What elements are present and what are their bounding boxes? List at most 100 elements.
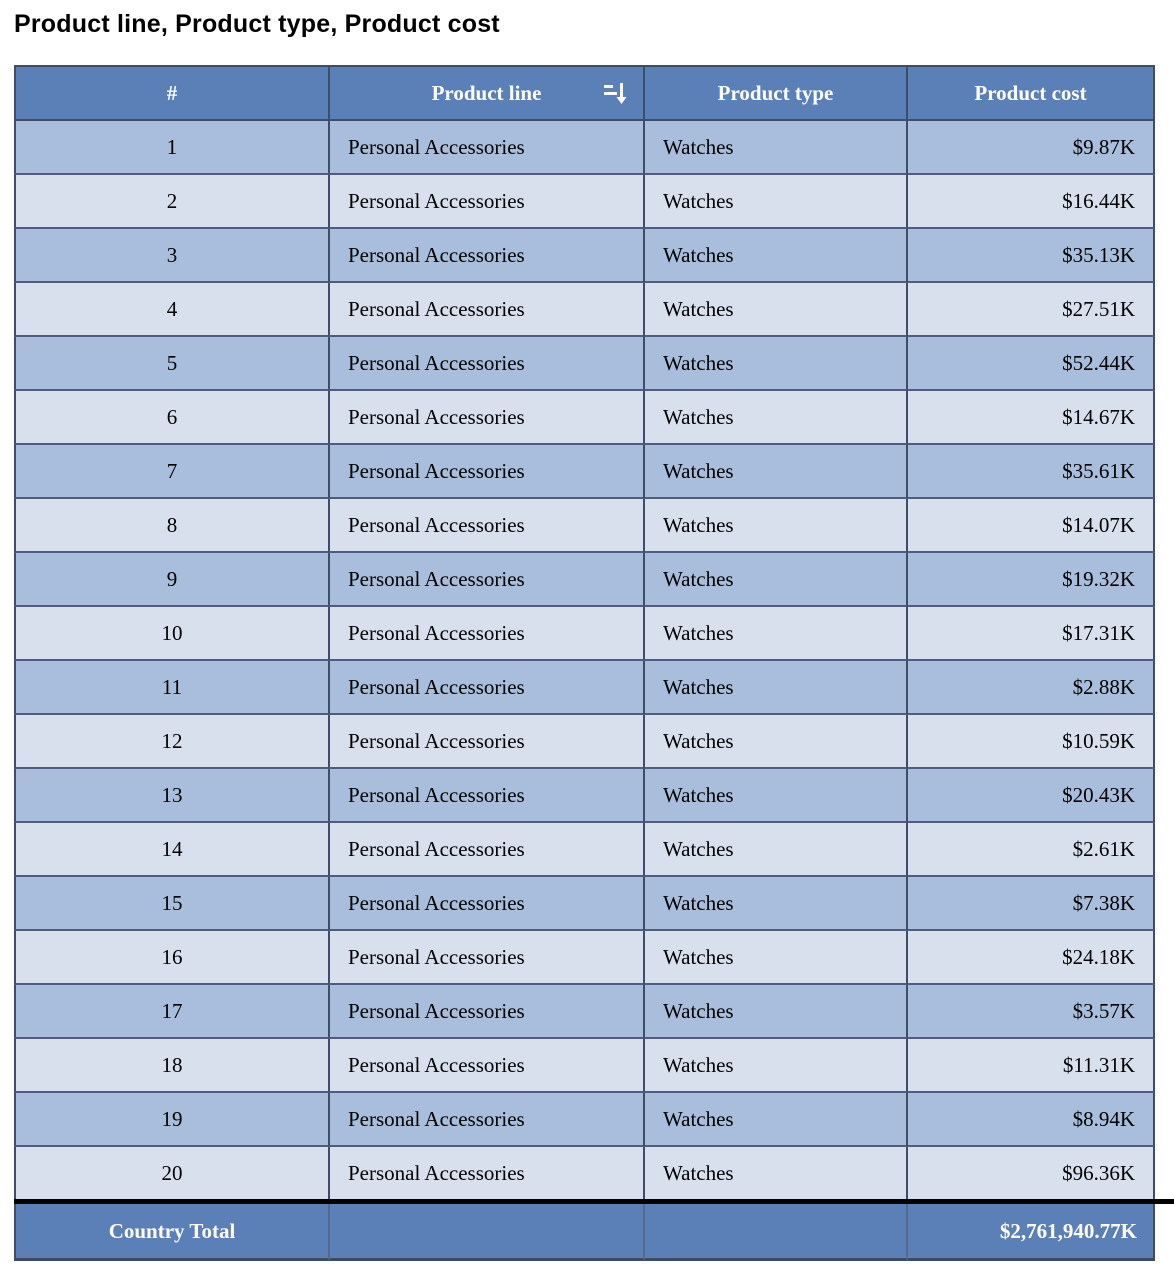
product-cost-cell: $24.18K bbox=[908, 931, 1155, 985]
report-table: # Product line Product type Product cost… bbox=[14, 65, 1174, 1261]
row-number-cell: 16 bbox=[14, 931, 330, 985]
table-row: 13 Personal Accessories Watches $20.43K bbox=[14, 769, 1155, 823]
product-type-cell: Watches bbox=[645, 175, 908, 229]
product-line-cell: Personal Accessories bbox=[330, 121, 645, 175]
product-line-cell: Personal Accessories bbox=[330, 1147, 645, 1199]
row-number-cell: 17 bbox=[14, 985, 330, 1039]
product-cost-cell: $7.38K bbox=[908, 877, 1155, 931]
sort-descending-icon[interactable] bbox=[603, 81, 629, 105]
table-row: 8 Personal Accessories Watches $14.07K bbox=[14, 499, 1155, 553]
product-line-cell: Personal Accessories bbox=[330, 715, 645, 769]
row-number-cell: 9 bbox=[14, 553, 330, 607]
table-row: 12 Personal Accessories Watches $10.59K bbox=[14, 715, 1155, 769]
product-type-cell: Watches bbox=[645, 553, 908, 607]
product-line-cell: Personal Accessories bbox=[330, 931, 645, 985]
table-row: 1 Personal Accessories Watches $9.87K bbox=[14, 121, 1155, 175]
column-header-product-cost[interactable]: Product cost bbox=[908, 65, 1155, 121]
product-type-cell: Watches bbox=[645, 499, 908, 553]
product-cost-cell: $9.87K bbox=[908, 121, 1155, 175]
product-cost-cell: $35.61K bbox=[908, 445, 1155, 499]
product-cost-cell: $14.67K bbox=[908, 391, 1155, 445]
product-type-cell: Watches bbox=[645, 337, 908, 391]
table-row: 19 Personal Accessories Watches $8.94K bbox=[14, 1093, 1155, 1147]
product-type-cell: Watches bbox=[645, 1093, 908, 1147]
product-line-cell: Personal Accessories bbox=[330, 229, 645, 283]
row-number-cell: 20 bbox=[14, 1147, 330, 1199]
product-cost-cell: $35.13K bbox=[908, 229, 1155, 283]
table-row: 3 Personal Accessories Watches $35.13K bbox=[14, 229, 1155, 283]
product-type-cell: Watches bbox=[645, 769, 908, 823]
row-number-cell: 2 bbox=[14, 175, 330, 229]
table-row: 4 Personal Accessories Watches $27.51K bbox=[14, 283, 1155, 337]
product-line-cell: Personal Accessories bbox=[330, 337, 645, 391]
product-line-cell: Personal Accessories bbox=[330, 283, 645, 337]
product-cost-cell: $11.31K bbox=[908, 1039, 1155, 1093]
row-number-cell: 3 bbox=[14, 229, 330, 283]
product-line-cell: Personal Accessories bbox=[330, 445, 645, 499]
row-number-cell: 14 bbox=[14, 823, 330, 877]
row-number-cell: 19 bbox=[14, 1093, 330, 1147]
table-row: 2 Personal Accessories Watches $16.44K bbox=[14, 175, 1155, 229]
product-type-cell: Watches bbox=[645, 283, 908, 337]
row-number-cell: 6 bbox=[14, 391, 330, 445]
product-cost-cell: $52.44K bbox=[908, 337, 1155, 391]
product-line-cell: Personal Accessories bbox=[330, 175, 645, 229]
product-cost-cell: $3.57K bbox=[908, 985, 1155, 1039]
product-line-cell: Personal Accessories bbox=[330, 661, 645, 715]
product-cost-cell: $16.44K bbox=[908, 175, 1155, 229]
product-type-cell: Watches bbox=[645, 121, 908, 175]
table-header-row: # Product line Product type Product cost bbox=[14, 65, 1155, 121]
row-number-cell: 18 bbox=[14, 1039, 330, 1093]
table-row: 17 Personal Accessories Watches $3.57K bbox=[14, 985, 1155, 1039]
product-type-cell: Watches bbox=[645, 931, 908, 985]
row-number-cell: 10 bbox=[14, 607, 330, 661]
row-number-cell: 5 bbox=[14, 337, 330, 391]
product-line-cell: Personal Accessories bbox=[330, 499, 645, 553]
row-number-cell: 8 bbox=[14, 499, 330, 553]
product-type-cell: Watches bbox=[645, 445, 908, 499]
product-line-cell: Personal Accessories bbox=[330, 985, 645, 1039]
table-row: 6 Personal Accessories Watches $14.67K bbox=[14, 391, 1155, 445]
product-line-cell: Personal Accessories bbox=[330, 553, 645, 607]
page-title: Product line, Product type, Product cost bbox=[14, 10, 500, 38]
product-cost-cell: $20.43K bbox=[908, 769, 1155, 823]
column-header-number[interactable]: # bbox=[14, 65, 330, 121]
product-type-cell: Watches bbox=[645, 823, 908, 877]
product-line-cell: Personal Accessories bbox=[330, 823, 645, 877]
product-type-cell: Watches bbox=[645, 715, 908, 769]
product-cost-cell: $10.59K bbox=[908, 715, 1155, 769]
column-header-product-line-label: Product line bbox=[431, 80, 542, 105]
product-cost-cell: $2.61K bbox=[908, 823, 1155, 877]
table-row: 7 Personal Accessories Watches $35.61K bbox=[14, 445, 1155, 499]
total-label-cell: Country Total bbox=[14, 1204, 330, 1261]
row-number-cell: 15 bbox=[14, 877, 330, 931]
row-number-cell: 4 bbox=[14, 283, 330, 337]
column-header-product-cost-label: Product cost bbox=[974, 80, 1087, 105]
product-type-cell: Watches bbox=[645, 877, 908, 931]
column-header-product-type[interactable]: Product type bbox=[645, 65, 908, 121]
product-type-cell: Watches bbox=[645, 661, 908, 715]
total-divider-line bbox=[14, 1199, 1174, 1204]
product-type-cell: Watches bbox=[645, 1039, 908, 1093]
column-header-number-label: # bbox=[166, 80, 178, 105]
table-row: 9 Personal Accessories Watches $19.32K bbox=[14, 553, 1155, 607]
product-line-cell: Personal Accessories bbox=[330, 607, 645, 661]
product-cost-cell: $2.88K bbox=[908, 661, 1155, 715]
product-type-cell: Watches bbox=[645, 985, 908, 1039]
column-header-product-line[interactable]: Product line bbox=[330, 65, 645, 121]
product-type-cell: Watches bbox=[645, 607, 908, 661]
row-number-cell: 13 bbox=[14, 769, 330, 823]
product-cost-cell: $8.94K bbox=[908, 1093, 1155, 1147]
table-body: 1 Personal Accessories Watches $9.87K 2 … bbox=[14, 121, 1155, 1199]
product-cost-cell: $27.51K bbox=[908, 283, 1155, 337]
total-empty-cell-type bbox=[645, 1204, 908, 1261]
product-cost-cell: $17.31K bbox=[908, 607, 1155, 661]
column-header-product-type-label: Product type bbox=[717, 80, 834, 105]
table-row: 10 Personal Accessories Watches $17.31K bbox=[14, 607, 1155, 661]
row-number-cell: 1 bbox=[14, 121, 330, 175]
total-value-cell: $2,761,940.77K bbox=[908, 1204, 1155, 1261]
total-row: Country Total $2,761,940.77K bbox=[14, 1204, 1155, 1261]
table-row: 18 Personal Accessories Watches $11.31K bbox=[14, 1039, 1155, 1093]
row-number-cell: 12 bbox=[14, 715, 330, 769]
row-number-cell: 11 bbox=[14, 661, 330, 715]
